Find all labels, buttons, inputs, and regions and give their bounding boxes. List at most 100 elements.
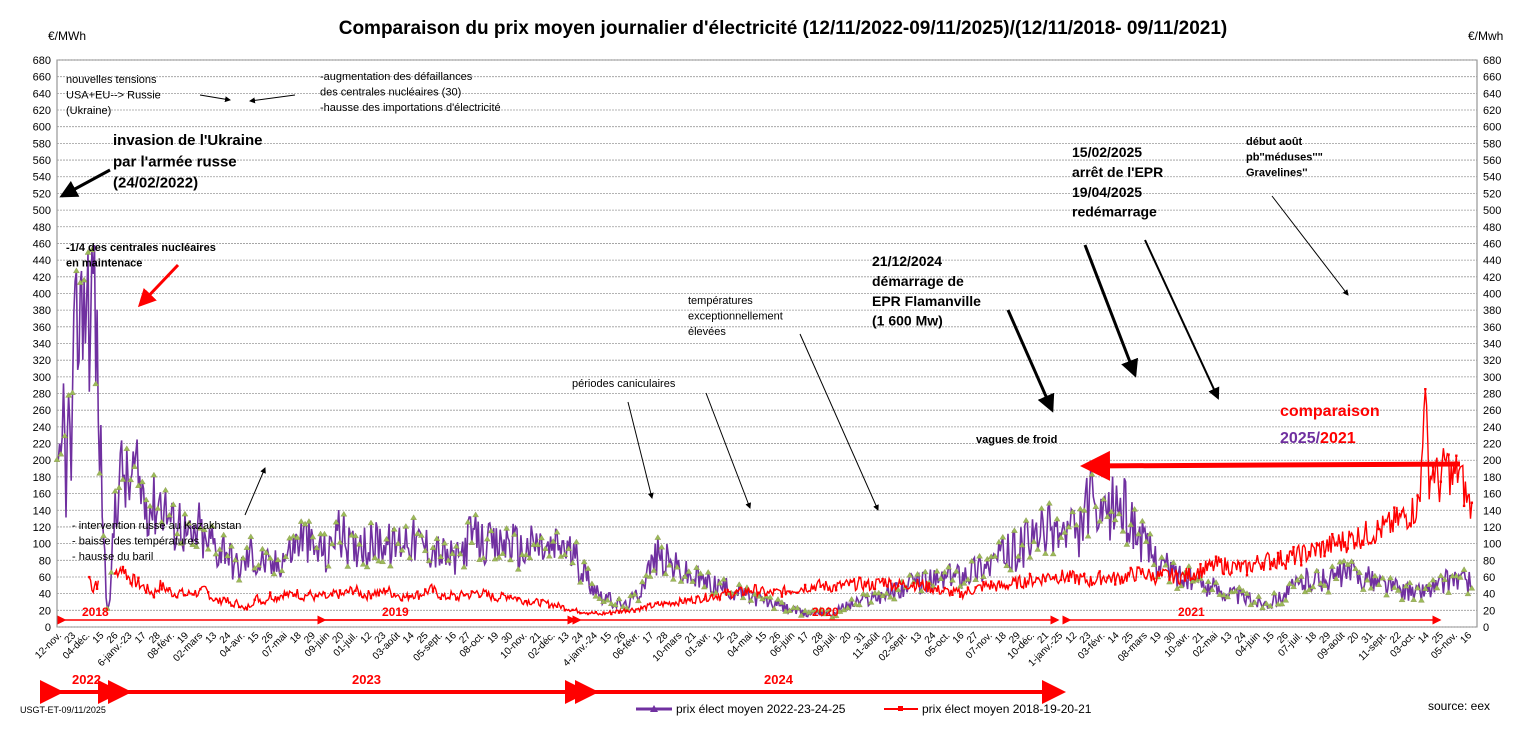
- series-marker-2022-2025: [530, 541, 538, 547]
- series-marker-2018-2021: [377, 594, 380, 597]
- annot-centrales: -1/4 des centrales nucléaires en maintena…: [66, 242, 216, 270]
- series-marker-2022-2025: [313, 544, 320, 551]
- series-marker-2018-2021: [354, 589, 357, 592]
- series-marker-2022-2025: [495, 554, 503, 560]
- series-marker-2022-2025: [751, 591, 758, 597]
- series-marker-2022-2025: [1441, 576, 1448, 582]
- footer-right: source: eex: [1428, 699, 1490, 713]
- series-marker-2022-2025: [414, 530, 421, 536]
- annotation-arrow: [799, 333, 879, 511]
- annotation-line: -augmentation des défaillances: [320, 71, 473, 83]
- series-marker-2022-2025: [177, 540, 185, 546]
- series-marker-2022-2025: [1057, 534, 1065, 540]
- y-tick-label-right: 380: [1483, 305, 1501, 317]
- series-marker-2018-2021: [1005, 584, 1008, 588]
- annotation-line: par l'armée russe: [113, 153, 237, 170]
- series-marker-2022-2025: [956, 583, 964, 589]
- series-marker-2022-2025: [460, 563, 468, 570]
- legend-marker-red: [898, 706, 903, 711]
- series-marker-2022-2025: [538, 534, 545, 541]
- series-marker-2018-2021: [1400, 510, 1404, 513]
- grid-layer: [57, 59, 1477, 628]
- annotation-line: - hausse du baril: [72, 551, 153, 563]
- series-marker-2022-2025: [379, 558, 386, 564]
- series-marker-2022-2025: [991, 553, 999, 559]
- y-tick-label-right: 160: [1483, 489, 1501, 501]
- y-tick-label-right: 340: [1483, 339, 1501, 351]
- annotation-line: invasion de l'Ukraine: [113, 132, 262, 149]
- series-marker-2018-2021: [1028, 572, 1032, 576]
- series-marker-2018-2021: [455, 598, 458, 601]
- y-tick-label-left: 280: [33, 389, 51, 401]
- series-marker-2018-2021: [834, 588, 838, 592]
- series-marker-2022-2025: [1201, 587, 1208, 593]
- series-marker-2022-2025: [673, 563, 681, 570]
- series-marker-2022-2025: [1146, 530, 1154, 537]
- annotation-line: démarrage de: [872, 273, 964, 289]
- series-marker-2022-2025: [1371, 572, 1379, 579]
- series-marker-2018-2021: [447, 596, 450, 600]
- series-marker-2018-2021: [1199, 562, 1202, 566]
- series-marker-2022-2025: [1282, 597, 1290, 603]
- series-marker-2018-2021: [1362, 543, 1365, 546]
- annotation-arrow: [249, 94, 296, 104]
- annot-comparaison-years: 2025/2021: [1280, 430, 1356, 447]
- y-tick-label-right: 680: [1483, 55, 1501, 67]
- series-marker-2022-2025: [398, 546, 406, 553]
- series-marker-2018-2021: [540, 599, 543, 602]
- series-marker-2022-2025: [561, 551, 569, 557]
- annotation-line: -hausse des importations d'électricité: [320, 102, 501, 114]
- y-tick-label-right: 620: [1483, 105, 1501, 117]
- series-marker-2022-2025: [569, 559, 576, 566]
- series-marker-2022-2025: [635, 597, 642, 604]
- series-marker-2022-2025: [1139, 517, 1146, 524]
- series-marker-2022-2025: [487, 527, 495, 534]
- year-marker-top-label: 2018: [82, 605, 109, 619]
- series-marker-2022-2025: [1142, 538, 1150, 544]
- y-tick-label-left: 640: [33, 88, 51, 100]
- series-marker-2022-2025: [1313, 567, 1321, 574]
- annotation-line: EPR Flamanville: [872, 293, 981, 309]
- series-marker-2022-2025: [964, 576, 972, 582]
- series-marker-2022-2025: [1422, 585, 1429, 591]
- y-tick-label-left: 20: [39, 605, 51, 617]
- y-tick-label-left: 320: [33, 355, 51, 367]
- series-marker-2022-2025: [1418, 597, 1425, 603]
- series-marker-2018-2021: [183, 594, 187, 597]
- series-marker-2018-2021: [1238, 562, 1241, 565]
- series-marker-2022-2025: [1429, 576, 1437, 583]
- series-marker-2022-2025: [1445, 589, 1452, 595]
- series-marker-2022-2025: [421, 547, 429, 553]
- series-marker-2018-2021: [555, 605, 559, 608]
- series-marker-2022-2025: [1080, 507, 1088, 513]
- series-marker-2018-2021: [1036, 577, 1039, 580]
- series-marker-2018-2021: [1346, 547, 1349, 550]
- series-marker-2022-2025: [181, 510, 189, 517]
- series-marker-2018-2021: [323, 591, 326, 595]
- y-tick-label-left: 540: [33, 172, 51, 184]
- annotation-line: arrêt de l'EPR: [1072, 164, 1163, 180]
- series-marker-2022-2025: [1131, 506, 1138, 512]
- series-marker-2022-2025: [232, 556, 239, 563]
- series-marker-2022-2025: [592, 593, 600, 599]
- annotation-line: en maintenace: [66, 258, 142, 270]
- series-marker-2022-2025: [639, 578, 646, 585]
- annotation-arrow: [199, 94, 231, 103]
- series-marker-2018-2021: [594, 610, 597, 614]
- series-marker-2018-2021: [1354, 542, 1357, 545]
- series-marker-2022-2025: [433, 535, 441, 541]
- series-marker-2022-2025: [239, 554, 247, 561]
- series-marker-2018-2021: [1114, 583, 1117, 586]
- series-marker-2022-2025: [220, 531, 227, 538]
- annotation-line: Gravelines'': [1246, 167, 1308, 179]
- series-marker-2022-2025: [243, 544, 251, 550]
- series-marker-2022-2025: [503, 525, 510, 531]
- series-marker-2018-2021: [617, 611, 621, 614]
- series-marker-2022-2025: [266, 554, 274, 561]
- annotation-line: USA+EU--> Russie: [66, 90, 161, 102]
- series-marker-2022-2025: [1022, 517, 1030, 523]
- series-marker-2018-2021: [462, 594, 466, 597]
- series-marker-2022-2025: [170, 501, 177, 507]
- y-tick-label-right: 600: [1483, 122, 1501, 134]
- y-tick-label-right: 440: [1483, 255, 1501, 267]
